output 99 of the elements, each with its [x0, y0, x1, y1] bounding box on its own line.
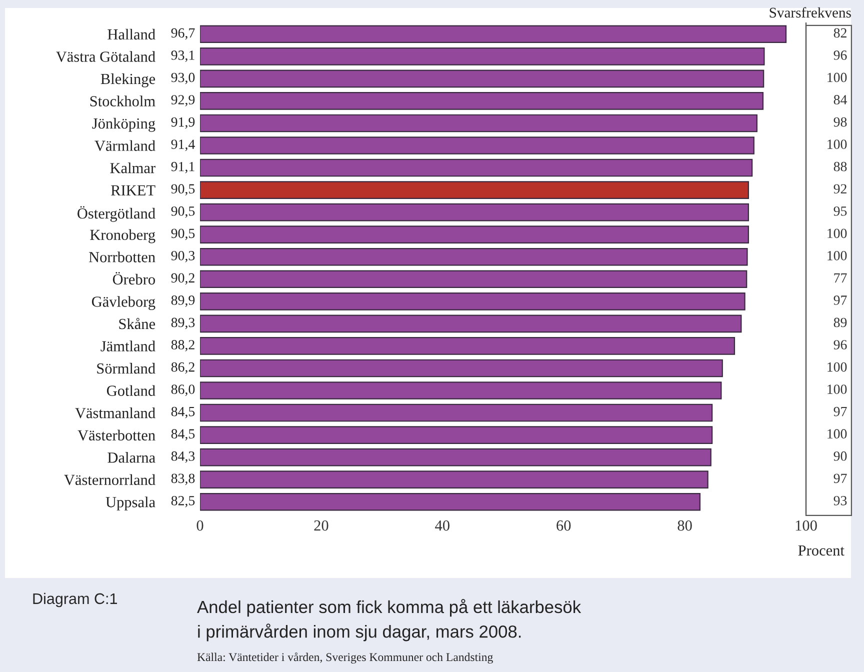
- bar: [200, 382, 722, 400]
- x-axis-title: Procent: [798, 545, 844, 556]
- bar: [200, 448, 712, 466]
- text: 97: [834, 296, 847, 305]
- bar: [200, 492, 701, 511]
- y-tick-label: Jämtland: [100, 340, 156, 352]
- text: 100: [828, 362, 847, 372]
- y-tick-label: Östergötland: [78, 206, 156, 222]
- bar: [200, 158, 753, 177]
- text: 100: [828, 429, 847, 439]
- text: Källa: Väntetider i vården, Sveriges Kommuner och Landsting: [197, 652, 493, 664]
- x-tick-label: 80: [678, 520, 692, 531]
- bar: [200, 226, 749, 244]
- y-tick-label: Jönköping: [92, 118, 156, 132]
- text: 97: [834, 406, 847, 416]
- y-tick-label: Kalmar: [110, 162, 156, 174]
- x-tick-label: 40: [435, 520, 450, 531]
- bar: [200, 203, 749, 222]
- data-label: 90,5: [171, 206, 195, 218]
- data-label: 88,2: [171, 340, 194, 352]
- y-tick-label: Sörmland: [97, 362, 156, 374]
- text: 77: [834, 273, 847, 282]
- bar: [200, 114, 758, 132]
- y-tick-label: Halland: [108, 28, 156, 40]
- text: 82: [834, 28, 846, 38]
- data-label: 91,9: [171, 117, 195, 129]
- text: 84: [834, 95, 847, 104]
- bar: [200, 25, 787, 44]
- text: 100: [828, 228, 847, 238]
- text: Diagram C:1: [33, 592, 118, 608]
- y-tick-label: Gävleborg: [92, 296, 156, 310]
- bar: [200, 70, 764, 88]
- bar: [200, 359, 723, 378]
- text: 93: [834, 496, 847, 506]
- data-label: 91,4: [171, 140, 195, 151]
- data-label: 84,5: [171, 406, 195, 418]
- data-label: 90,2: [171, 273, 194, 285]
- bar: [200, 337, 736, 355]
- text: 98: [834, 117, 847, 127]
- data-label: 86,2: [171, 362, 194, 374]
- text: 89: [834, 318, 847, 328]
- text: Svarsfrekvens: [770, 7, 851, 18]
- text: 100: [828, 384, 847, 394]
- data-label: 92,9: [171, 95, 195, 106]
- x-tick-label: 0: [196, 520, 204, 531]
- bar: [200, 136, 754, 154]
- y-tick-label: Värmland: [94, 140, 156, 152]
- bar: [200, 248, 748, 266]
- data-label: 90,5: [171, 184, 195, 196]
- data-label: 90,5: [171, 228, 195, 240]
- bar: [200, 292, 746, 310]
- bar: [200, 470, 708, 488]
- y-tick-label: Norrbotten: [88, 252, 156, 262]
- y-tick-label: Stockholm: [90, 96, 156, 106]
- x-tick-label: 60: [556, 520, 571, 531]
- text: 100: [828, 72, 847, 82]
- bar: [200, 270, 748, 288]
- y-tick-label: Skåne: [119, 318, 156, 330]
- text: 100: [828, 140, 847, 149]
- y-tick-label: Västerbotten: [78, 430, 156, 441]
- data-label: 96,7: [171, 28, 195, 40]
- text: 100: [828, 250, 847, 260]
- y-tick-label: Västmanland: [75, 407, 156, 418]
- data-label: 84,3: [171, 451, 195, 463]
- text: 97: [834, 474, 847, 484]
- data-label: 93,1: [171, 50, 194, 62]
- y-tick-label: Västernorrland: [64, 474, 156, 486]
- y-tick-label: Uppsala: [106, 496, 156, 510]
- text: 96: [834, 50, 847, 60]
- y-tick-label: Gotland: [106, 385, 156, 396]
- text: Andel patienter som fick komma på ett läkarbesök i primärvården inom sju dagar, mars 2008.: [197, 599, 582, 642]
- bar: [200, 181, 749, 199]
- text: 95: [834, 206, 847, 216]
- y-tick-label: RIKET: [111, 185, 156, 196]
- data-label: 86,0: [171, 384, 195, 396]
- bar: [200, 92, 764, 110]
- data-label: 93,0: [171, 72, 195, 84]
- text: 90: [834, 451, 847, 461]
- y-tick-label: Blekinge: [100, 73, 156, 88]
- y-tick-label: Västra Götaland: [56, 51, 156, 62]
- data-label: 84,5: [171, 429, 195, 441]
- data-label: 91,1: [171, 162, 194, 174]
- data-label: 89,9: [171, 296, 195, 307]
- data-label: 83,8: [171, 474, 195, 486]
- y-tick-label: Kronoberg: [90, 229, 156, 244]
- data-label: 89,3: [171, 318, 195, 330]
- text: 88: [834, 162, 847, 172]
- y-tick-label: Örebro: [112, 272, 155, 285]
- x-tick-label: 100: [796, 520, 817, 531]
- bar: [200, 404, 713, 422]
- y-tick-label: Dalarna: [108, 452, 156, 463]
- data-label: 90,3: [171, 250, 195, 262]
- bar: [200, 426, 713, 444]
- data-label: 82,5: [171, 496, 195, 508]
- x-tick-label: 20: [314, 520, 328, 531]
- text: 92: [834, 184, 846, 194]
- bar: [200, 48, 765, 66]
- text: 96: [834, 340, 847, 350]
- bar: [200, 314, 742, 333]
